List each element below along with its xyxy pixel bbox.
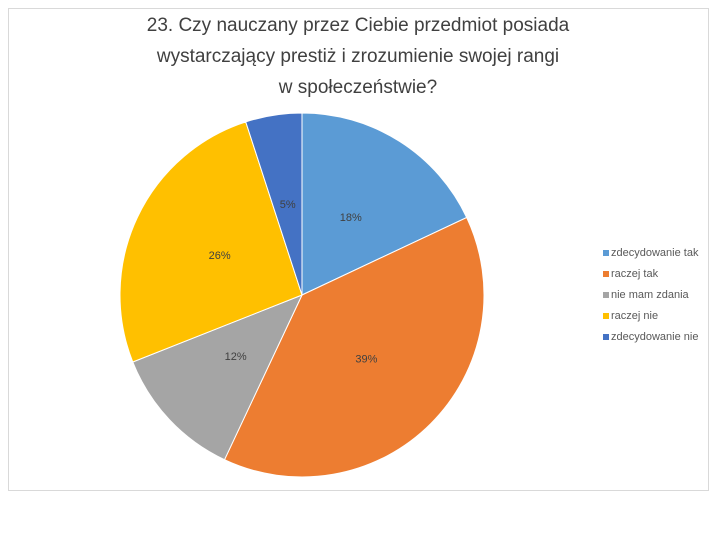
data-label: 39% — [355, 353, 377, 365]
legend-swatch — [603, 250, 609, 256]
pie-slice — [245, 112, 303, 296]
data-label: 26% — [209, 250, 231, 262]
legend-swatch — [603, 292, 609, 298]
data-label: 5% — [280, 199, 296, 211]
legend-label: zdecydowanie tak — [611, 247, 699, 259]
pie-slice — [301, 112, 468, 296]
data-label: 12% — [225, 351, 247, 363]
legend-swatch — [603, 334, 609, 340]
legend-label: raczej nie — [611, 310, 658, 322]
chart-title: 23. Czy nauczany przez Ciebie przedmiot … — [147, 15, 570, 36]
legend-label: nie mam zdania — [611, 289, 690, 301]
legend-label: raczej tak — [611, 268, 659, 280]
pie-slice — [132, 294, 303, 461]
legend-label: zdecydowanie nie — [611, 331, 698, 343]
legend-swatch — [603, 313, 609, 319]
chart-title: wystarczający prestiż i zrozumienie swoj… — [156, 46, 559, 67]
data-label: 18% — [340, 212, 362, 224]
chart-title: w społeczeństwie? — [278, 77, 437, 98]
legend-swatch — [603, 271, 609, 277]
pie-slice — [223, 216, 485, 478]
pie-slice — [119, 121, 303, 363]
